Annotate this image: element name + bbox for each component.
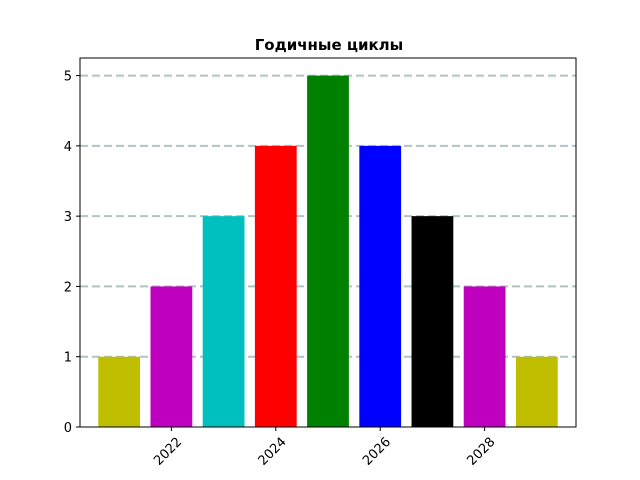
- x-axis-ticks: 2022 2024 2026 2028: [151, 427, 498, 469]
- y-tick-label-2: 2: [64, 280, 72, 295]
- y-tick-label-1: 1: [64, 351, 72, 366]
- bar-2025: [307, 75, 349, 428]
- bars: [98, 75, 558, 428]
- x-tick-label-2028: 2028: [464, 435, 498, 469]
- x-tick-label-2024: 2024: [256, 435, 290, 469]
- bar-2027: [411, 216, 454, 427]
- plot-frame: [79, 57, 577, 428]
- x-tick-label-2026: 2026: [360, 435, 394, 469]
- bar-2024: [254, 145, 297, 427]
- bar-2023: [202, 216, 245, 427]
- y-tick-label-5: 5: [64, 70, 72, 85]
- y-tick-label-0: 0: [64, 421, 72, 436]
- bar-2029: [515, 356, 558, 427]
- bar-2022: [150, 286, 193, 427]
- bar-2028: [463, 286, 506, 427]
- y-axis-ticks: 0 1 2 3 4 5: [64, 70, 80, 436]
- y-tick-label-4: 4: [64, 140, 72, 155]
- y-tick-label-3: 3: [64, 210, 72, 225]
- bar-2021: [98, 356, 141, 427]
- chart-title: Годичные циклы: [255, 36, 403, 54]
- x-tick-label-2022: 2022: [151, 435, 185, 469]
- bar-2026: [359, 145, 402, 427]
- axes: [79, 57, 577, 428]
